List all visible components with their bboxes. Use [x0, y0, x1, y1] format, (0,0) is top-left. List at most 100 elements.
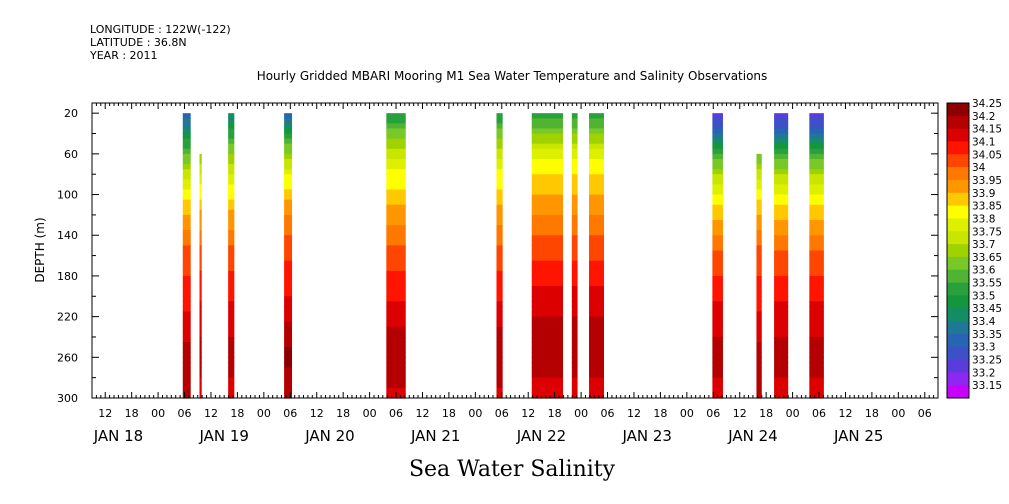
- salinity-cell: [199, 209, 202, 216]
- salinity-cell: [284, 219, 293, 226]
- colorbar-swatch: [947, 115, 969, 129]
- salinity-cell: [284, 275, 293, 282]
- salinity-cell: [496, 387, 503, 394]
- salinity-cell: [809, 123, 824, 130]
- salinity-cell: [589, 133, 605, 140]
- salinity-cell: [589, 153, 605, 160]
- salinity-cell: [228, 184, 235, 191]
- salinity-cell: [809, 326, 824, 333]
- salinity-cell: [809, 260, 824, 267]
- salinity-cell: [228, 209, 235, 216]
- colorbar-label: 33.25: [972, 355, 1002, 367]
- colorbar-swatch: [947, 372, 969, 386]
- salinity-cell: [228, 113, 235, 119]
- salinity-cell: [228, 377, 235, 384]
- salinity-cell: [712, 169, 723, 175]
- salinity-cell: [756, 382, 762, 389]
- salinity-cell: [228, 189, 235, 196]
- x-tick-label: 18: [125, 407, 139, 420]
- salinity-cell: [182, 352, 191, 358]
- salinity-cell: [496, 230, 503, 236]
- salinity-cell: [712, 260, 723, 267]
- salinity-cell: [386, 270, 406, 277]
- salinity-cell: [531, 113, 564, 119]
- salinity-cell: [199, 153, 202, 160]
- salinity-cell: [589, 209, 605, 216]
- salinity-cell: [774, 255, 789, 262]
- salinity-cell: [589, 275, 605, 282]
- salinity-cell: [386, 321, 406, 328]
- salinity-cell: [284, 367, 293, 374]
- salinity-cell: [774, 270, 789, 277]
- x-day-label: JAN 21: [410, 427, 461, 445]
- salinity-cell: [774, 347, 789, 353]
- salinity-cell: [228, 382, 235, 389]
- salinity-cell: [774, 331, 789, 338]
- salinity-cell: [199, 179, 202, 185]
- salinity-cell: [809, 204, 824, 211]
- x-day-label: JAN 25: [833, 427, 884, 445]
- salinity-cell: [809, 306, 824, 313]
- salinity-cell: [496, 235, 503, 241]
- salinity-cell: [199, 245, 202, 252]
- x-tick-label: 12: [627, 407, 641, 420]
- salinity-cell: [228, 372, 235, 379]
- salinity-cell: [571, 113, 578, 119]
- salinity-cell: [182, 382, 191, 389]
- colorbar-label: 33.45: [972, 303, 1002, 315]
- salinity-cell: [774, 113, 789, 119]
- salinity-cell: [386, 118, 406, 124]
- salinity-cell: [182, 148, 191, 155]
- colorbar-swatch: [947, 218, 969, 232]
- salinity-cell: [774, 153, 789, 160]
- salinity-cell: [712, 357, 723, 363]
- salinity-cell: [496, 209, 503, 216]
- salinity-cell: [756, 169, 762, 175]
- colorbar-label: 33.7: [972, 239, 995, 251]
- salinity-cell: [774, 189, 789, 196]
- x-tick-label: 00: [363, 407, 377, 420]
- salinity-cell: [228, 179, 235, 185]
- salinity-cell: [809, 209, 824, 216]
- salinity-cell: [756, 260, 762, 267]
- salinity-cell: [774, 230, 789, 236]
- x-tick-label: 12: [310, 407, 324, 420]
- salinity-cell: [774, 372, 789, 379]
- salinity-cell: [182, 133, 191, 140]
- salinity-cell: [182, 301, 191, 308]
- salinity-cell: [774, 382, 789, 389]
- salinity-cell: [228, 311, 235, 318]
- salinity-cell: [571, 189, 578, 196]
- salinity-cell: [756, 342, 762, 348]
- salinity-cell: [284, 362, 293, 369]
- salinity-cell: [774, 174, 789, 180]
- salinity-cell: [496, 240, 503, 247]
- salinity-cell: [809, 286, 824, 292]
- salinity-cell: [386, 153, 406, 160]
- salinity-cell: [571, 342, 578, 348]
- salinity-cell: [531, 331, 564, 338]
- data-block: [756, 153, 762, 399]
- salinity-cell: [712, 377, 723, 384]
- salinity-cell: [228, 245, 235, 252]
- salinity-cell: [284, 240, 293, 247]
- salinity-cell: [774, 301, 789, 308]
- salinity-cell: [589, 169, 605, 175]
- salinity-cell: [756, 235, 762, 241]
- salinity-cell: [756, 316, 762, 323]
- y-tick-label: 260: [57, 351, 78, 364]
- salinity-cell: [571, 169, 578, 175]
- x-tick-label: 06: [178, 407, 192, 420]
- colorbar-label: 34.25: [972, 98, 1002, 110]
- salinity-cell: [496, 133, 503, 140]
- salinity-cell: [712, 194, 723, 201]
- salinity-cell: [228, 321, 235, 328]
- y-tick-label: 140: [57, 229, 78, 242]
- data-block: [199, 153, 202, 399]
- data-layer: [182, 113, 824, 399]
- data-block: [496, 113, 503, 399]
- salinity-cell: [774, 143, 789, 150]
- salinity-cell: [712, 286, 723, 292]
- salinity-cell: [809, 138, 824, 145]
- salinity-cell: [589, 342, 605, 348]
